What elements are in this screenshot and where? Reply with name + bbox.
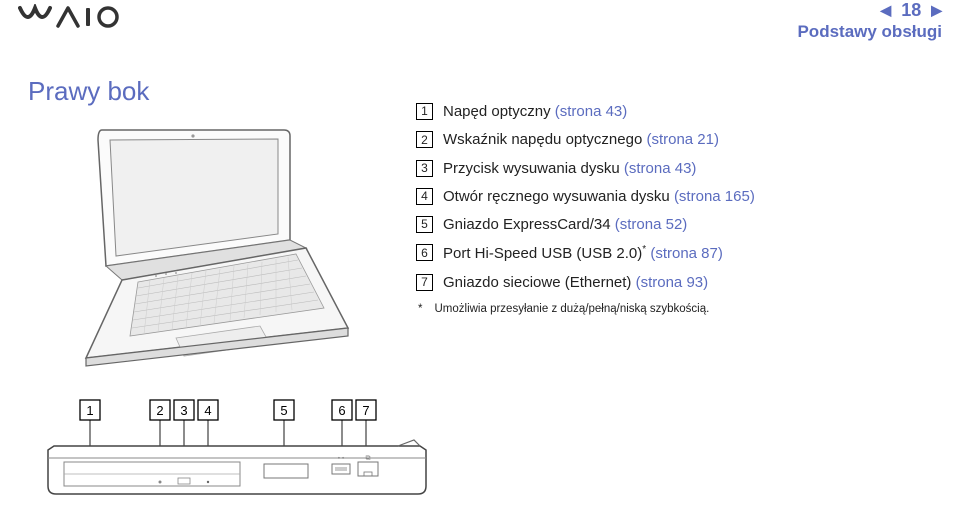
callout-3: 3	[180, 403, 187, 418]
list-item: 6 Port Hi-Speed USB (USB 2.0)* (strona 8…	[416, 243, 936, 264]
page-ref[interactable]: (strona 93)	[636, 274, 709, 291]
svg-text:⊷: ⊷	[338, 455, 345, 462]
callout-4: 4	[204, 403, 211, 418]
item-text: Port Hi-Speed USB (USB 2.0)* (strona 87)	[443, 243, 936, 264]
list-item: 4 Otwór ręcznego wysuwania dysku (strona…	[416, 187, 936, 207]
footnote-text: Umożliwia przesyłanie z dużą/pełną/niską…	[434, 303, 709, 315]
item-text: Otwór ręcznego wysuwania dysku (strona 1…	[443, 187, 936, 207]
list-item: 1 Napęd optyczny (strona 43)	[416, 102, 936, 122]
page-ref[interactable]: (strona 43)	[624, 160, 697, 177]
callout-2: 2	[156, 403, 163, 418]
item-text: Wskaźnik napędu optycznego (strona 21)	[443, 130, 936, 150]
footnote: * Umożliwia przesyłanie z dużą/pełną/nis…	[416, 303, 936, 315]
list-item: 3 Przycisk wysuwania dysku (strona 43)	[416, 159, 936, 179]
page-ref[interactable]: (strona 21)	[646, 131, 719, 148]
list-item: 7 Gniazdo sieciowe (Ethernet) (strona 93…	[416, 273, 936, 293]
list-item: 2 Wskaźnik napędu optycznego (strona 21)	[416, 130, 936, 150]
footnote-marker: *	[418, 303, 422, 315]
parts-list: 1 Napęd optyczny (strona 43) 2 Wskaźnik …	[416, 102, 936, 315]
page-ref[interactable]: (strona 165)	[674, 188, 755, 205]
breadcrumb: Podstawy obsługi	[797, 22, 942, 42]
next-page-arrow[interactable]: ▶	[931, 2, 942, 19]
item-text: Gniazdo ExpressCard/34 (strona 52)	[443, 215, 936, 235]
item-number-box: 3	[416, 160, 433, 177]
list-item: 5 Gniazdo ExpressCard/34 (strona 52)	[416, 215, 936, 235]
callout-6: 6	[338, 403, 345, 418]
laptop-illustration	[38, 122, 358, 372]
prev-page-arrow[interactable]: ◀	[880, 2, 891, 19]
callout-7: 7	[362, 403, 369, 418]
svg-text:⧉: ⧉	[366, 455, 371, 462]
callout-5: 5	[280, 403, 287, 418]
page-ref[interactable]: (strona 52)	[615, 216, 688, 233]
item-number-box: 2	[416, 131, 433, 148]
item-number-box: 6	[416, 244, 433, 261]
item-number-box: 7	[416, 274, 433, 291]
page-ref[interactable]: (strona 87)	[646, 245, 723, 262]
page-number: 18	[901, 0, 921, 21]
page-ref[interactable]: (strona 43)	[555, 103, 628, 120]
item-text: Gniazdo sieciowe (Ethernet) (strona 93)	[443, 273, 936, 293]
callout-1: 1	[86, 403, 93, 418]
item-number-box: 5	[416, 216, 433, 233]
vaio-logo	[18, 4, 128, 35]
item-number-box: 1	[416, 103, 433, 120]
item-number-box: 4	[416, 188, 433, 205]
item-text: Napęd optyczny (strona 43)	[443, 102, 936, 122]
section-title: Prawy bok	[28, 76, 149, 107]
item-text: Przycisk wysuwania dysku (strona 43)	[443, 159, 936, 179]
port-diagram: 1 2 3 4 5 6 7	[42, 398, 432, 506]
